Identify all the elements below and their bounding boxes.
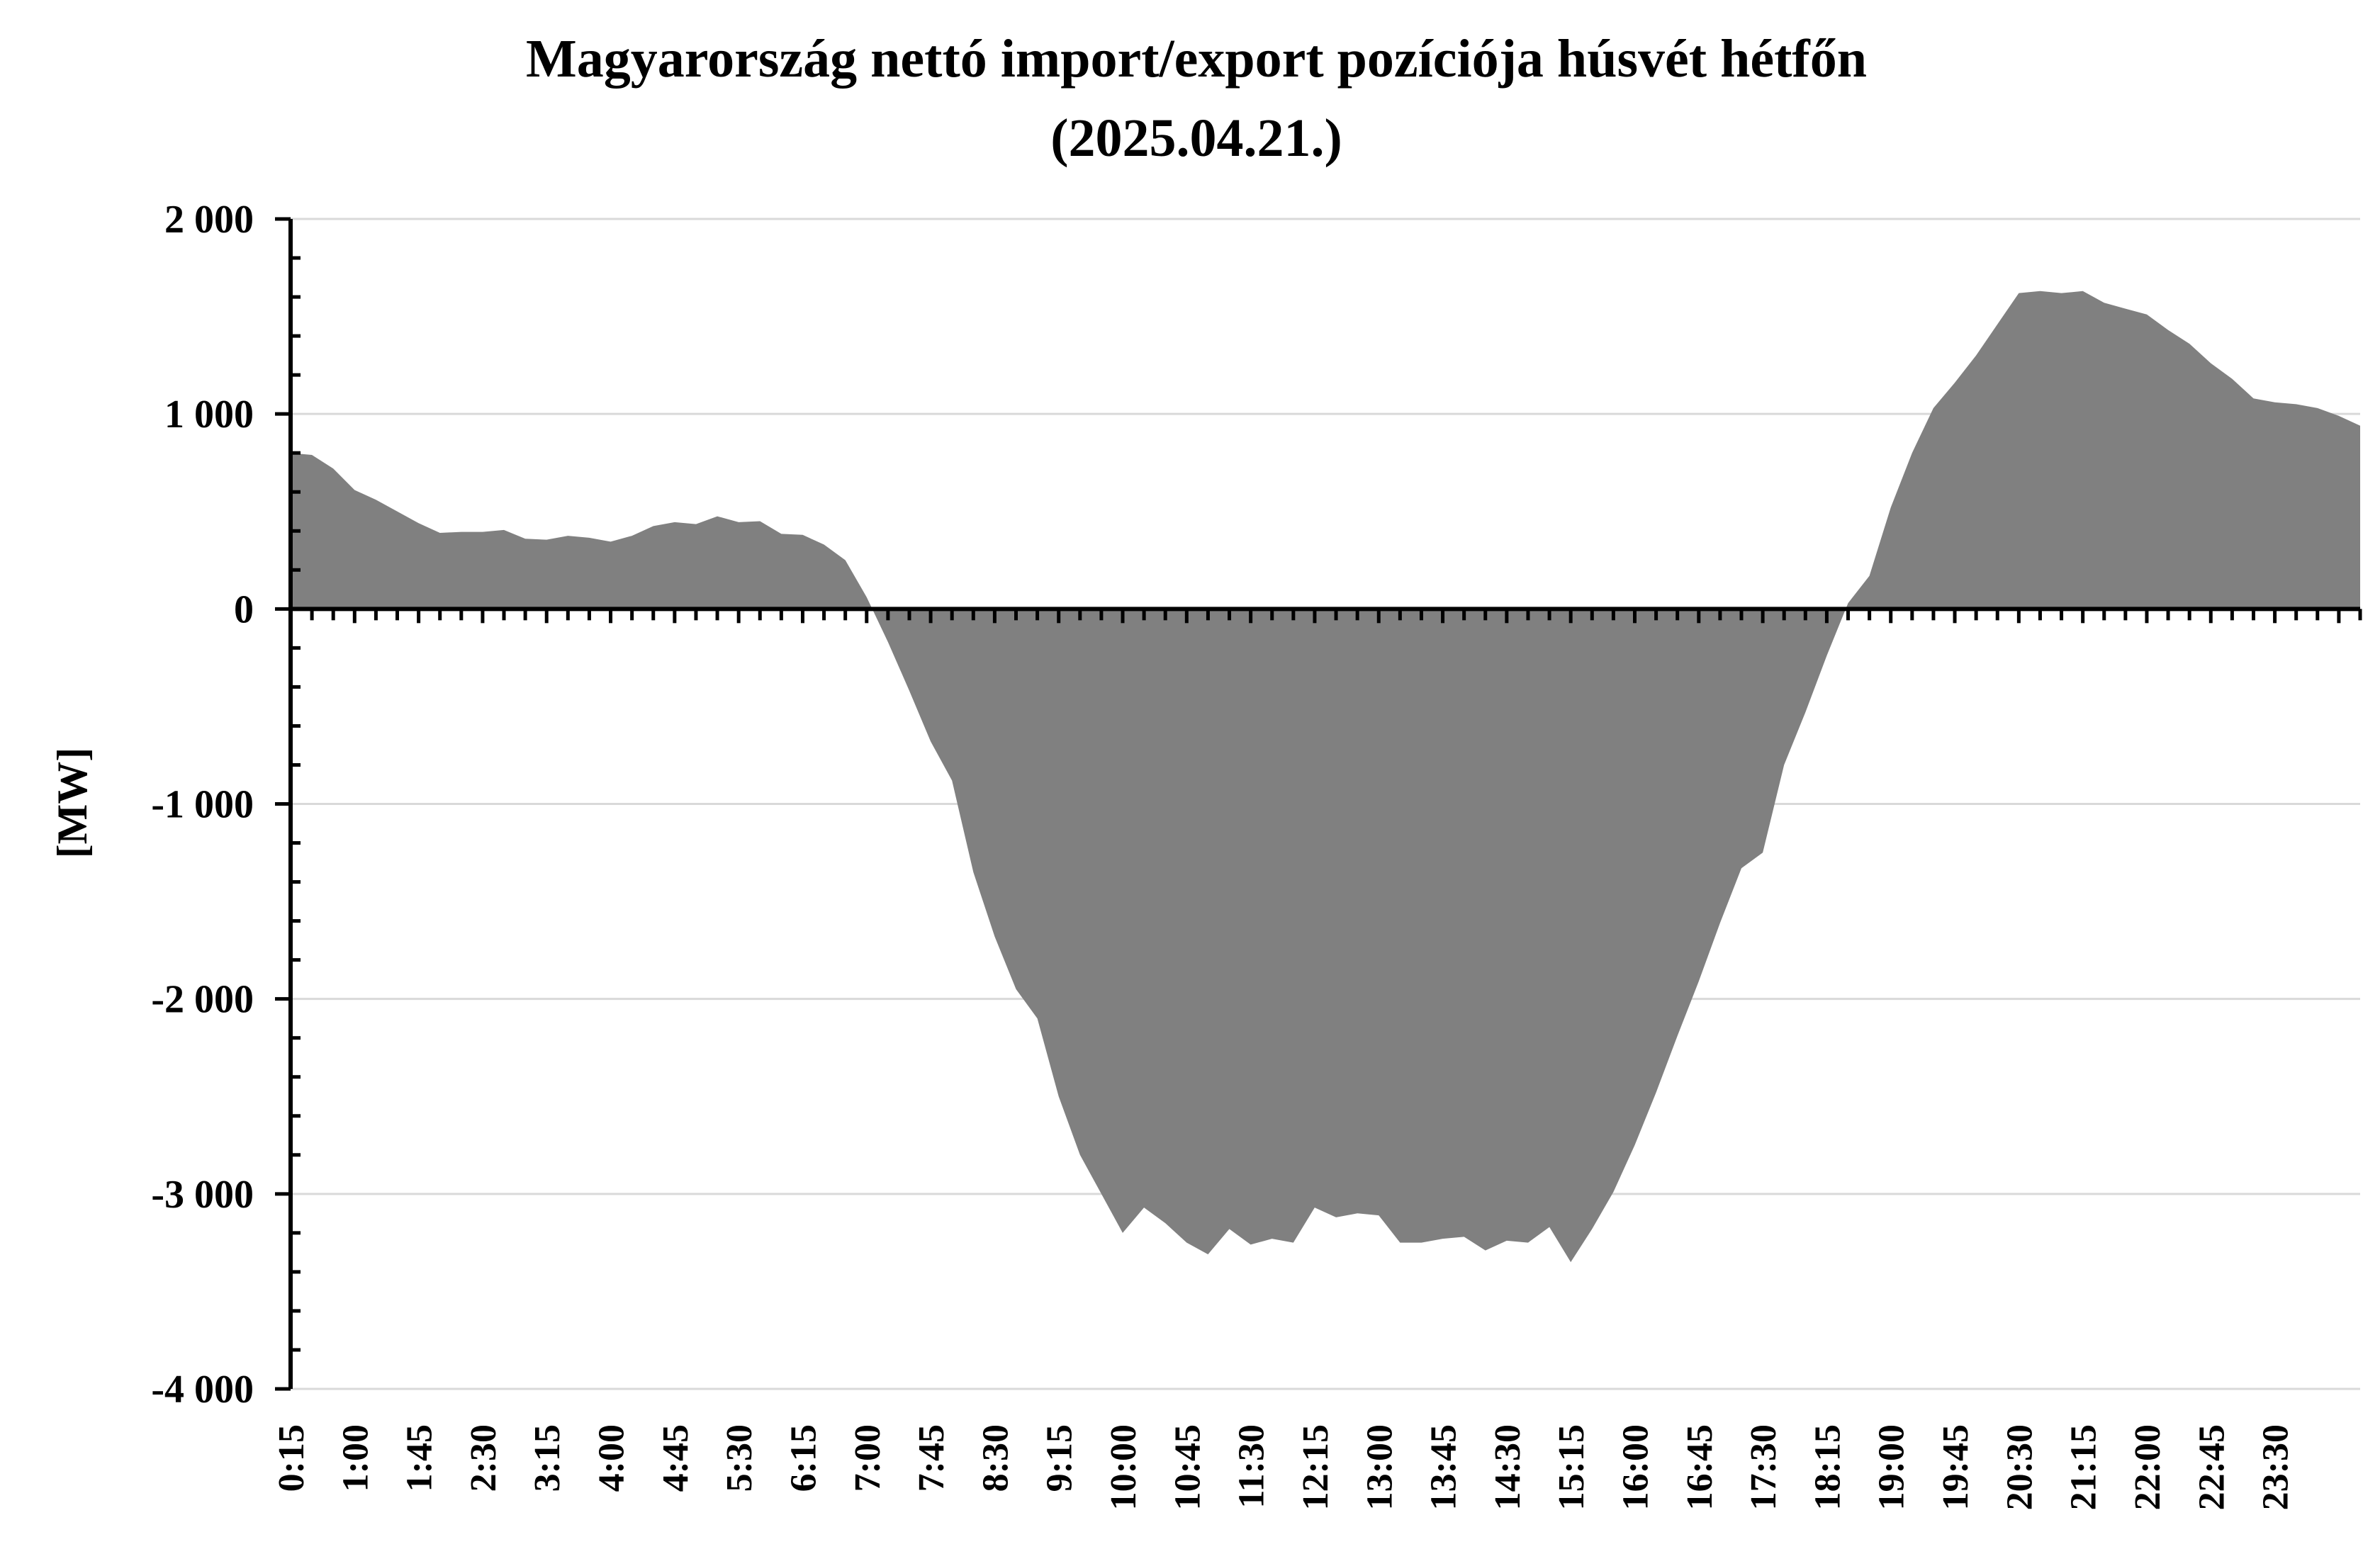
x-tick-labels: 0:15 1:00 1:45 2:30 3:15 4:00 4:45 5:30 6:15 7:00…: [271, 1424, 2296, 1510]
x-tick-label: 22:00: [2128, 1424, 2168, 1510]
x-tick-label: 13:00: [1359, 1424, 1400, 1510]
x-tick-label: 3:15: [527, 1424, 568, 1492]
x-tick-label: 16:45: [1680, 1424, 1720, 1510]
x-tick-label: 4:45: [656, 1424, 696, 1492]
chart-title: Magyarország nettó import/export pozíció…: [526, 29, 1867, 89]
y-tick-label: -2 000: [151, 978, 254, 1022]
x-tick-label: 10:00: [1104, 1424, 1144, 1510]
x-tick-label: 1:45: [400, 1424, 440, 1492]
y-tick-label: -4 000: [151, 1368, 254, 1412]
x-tick-label: 14:30: [1488, 1424, 1528, 1510]
x-tick-label: 12:15: [1296, 1424, 1336, 1510]
x-tick-label: 16:00: [1615, 1424, 1656, 1510]
x-tick-label: 17:30: [1744, 1424, 1784, 1510]
y-tick-label: 0: [234, 587, 254, 631]
x-tick-label: 13:45: [1424, 1424, 1464, 1510]
x-tick-label: 18:15: [1807, 1424, 1848, 1510]
axes: [275, 217, 2362, 1391]
x-tick-label: 20:30: [1999, 1424, 2040, 1510]
x-tick-label: 23:30: [2256, 1424, 2296, 1510]
x-tick-label: 6:15: [783, 1424, 824, 1492]
x-tick-label: 10:45: [1167, 1424, 1208, 1510]
net-position-area: [291, 291, 2360, 1263]
y-tick-label: -1 000: [151, 783, 254, 827]
y-tick-label: 2 000: [164, 198, 254, 242]
x-tick-label: 19:00: [1872, 1424, 1912, 1510]
y-tick-labels: 2 000 1 000 0 -1 000 -2 000 -3 000 -4 000: [151, 198, 254, 1412]
x-tick-label: 0:15: [271, 1424, 312, 1492]
y-tick-label: 1 000: [164, 393, 254, 437]
x-tick-label: 15:15: [1551, 1424, 1592, 1510]
x-tick-label: 7:45: [911, 1424, 952, 1492]
x-tick-label: 9:15: [1040, 1424, 1080, 1492]
x-tick-label: 7:00: [848, 1424, 888, 1492]
x-tick-label: 2:30: [464, 1424, 504, 1492]
x-tick-label: 5:30: [719, 1424, 760, 1492]
y-axis-label: [MW]: [49, 748, 96, 859]
chart-subtitle: (2025.04.21.): [1050, 108, 1342, 168]
x-tick-label: 19:45: [1936, 1424, 1976, 1510]
x-tick-label: 22:45: [2191, 1424, 2232, 1510]
x-tick-label: 11:30: [1232, 1424, 1272, 1508]
x-tick-label: 21:15: [2064, 1424, 2104, 1510]
x-tick-label: 1:00: [335, 1424, 376, 1492]
x-tick-label: 4:00: [592, 1424, 632, 1492]
x-tick-label: 8:30: [975, 1424, 1016, 1492]
y-tick-label: -3 000: [151, 1173, 254, 1217]
